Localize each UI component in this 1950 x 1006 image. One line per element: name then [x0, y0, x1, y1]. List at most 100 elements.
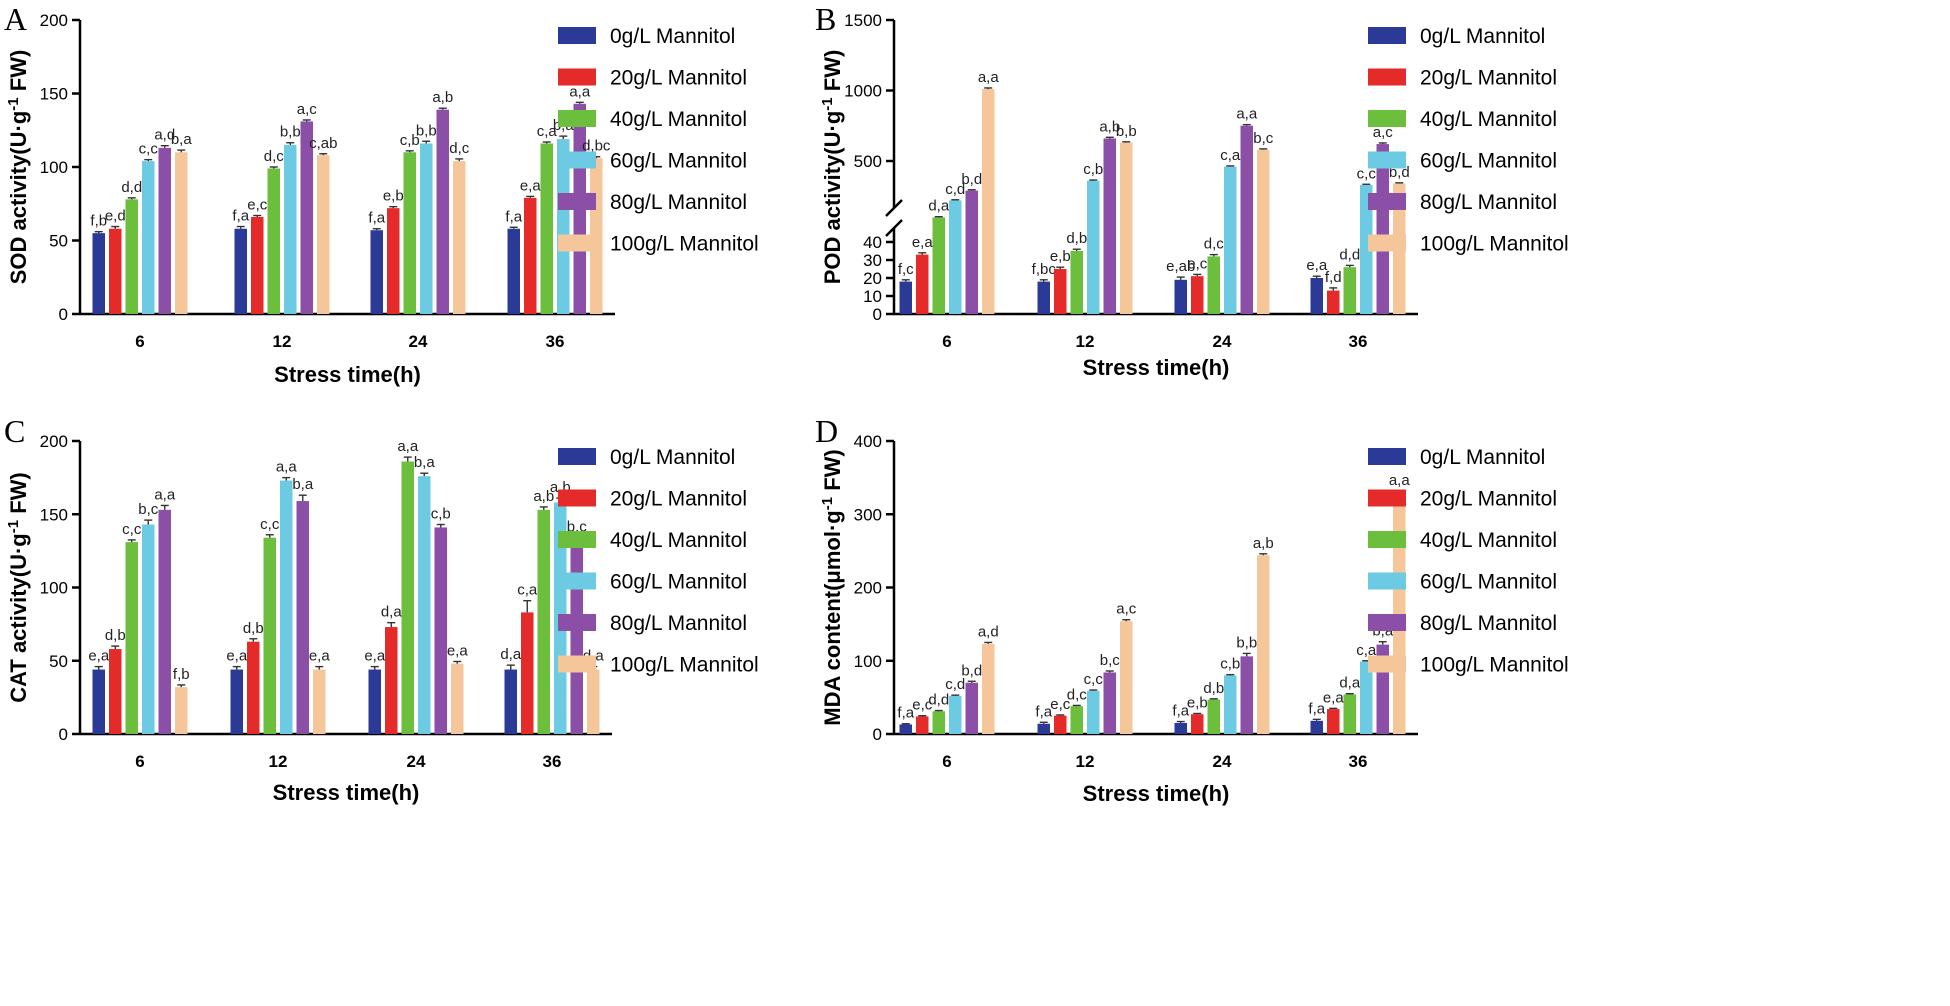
legend-entry: 20g/L Mannitol: [1420, 488, 1557, 511]
x-axis-title: Stress time(h): [1083, 355, 1230, 380]
legend-swatch: [558, 68, 596, 86]
bar-40g-l-mannitol-12: [263, 537, 276, 734]
bar-40g-l-mannitol-24: [403, 152, 416, 314]
bar-80g-l-mannitol-12: [296, 501, 309, 734]
chart-panel-c: C 0 50 100 150 200 e,a e,a e,a d,a d,b d,b d,a c,a c,c…: [4, 413, 759, 805]
x-tick-label: 36: [543, 752, 562, 771]
significance-label: e,d: [105, 208, 126, 225]
y-tick-label: 400: [854, 432, 882, 451]
significance-label: e,b: [1050, 248, 1071, 265]
significance-label: e,a: [364, 648, 386, 665]
legend-entry: 20g/L Mannitol: [610, 67, 747, 90]
significance-label: a,d: [978, 623, 999, 640]
significance-label: b,a: [171, 131, 193, 148]
significance-label: c,b: [1220, 656, 1240, 673]
bar-20g-l-mannitol-12: [1054, 715, 1067, 734]
legend-swatch: [1368, 572, 1406, 590]
bar-0g-l-mannitol-6: [92, 669, 105, 734]
legend-swatch: [558, 572, 596, 590]
legend-swatch: [1368, 151, 1406, 169]
bar-100g-l-mannitol-24: [1257, 149, 1270, 314]
bar-80g-l-mannitol-12: [1103, 138, 1116, 314]
y-tick-label: 0: [873, 305, 882, 324]
y-axis-title-unit: FW): [820, 50, 845, 98]
y-tick-label: 1000: [844, 82, 882, 101]
y-tick-label: 200: [854, 579, 882, 598]
bar-20g-l-mannitol-24: [1191, 276, 1204, 314]
bar-60g-l-mannitol-24: [418, 476, 431, 734]
x-axis-title: Stress time(h): [1083, 781, 1230, 806]
x-axis-title: Stress time(h): [274, 362, 421, 387]
chart-panel-a: A 0 50 100 150 200 f,b f,a f,a f,a e,d e,c e,b e,a d,d…: [4, 1, 759, 387]
legend-swatch: [1368, 27, 1406, 44]
legend-entry: 100g/L Mannitol: [610, 233, 759, 256]
significance-label: b,d: [961, 171, 982, 188]
significance-label: c,ab: [309, 135, 337, 152]
bar-0g-l-mannitol-24: [370, 230, 383, 314]
y-tick-label: 100: [40, 579, 68, 598]
significance-label: b,c: [1100, 652, 1121, 669]
bar-60g-l-mannitol-12: [1087, 690, 1100, 734]
bar-60g-l-mannitol-36: [557, 139, 570, 314]
x-tick-label: 12: [273, 332, 292, 351]
x-tick-label: 6: [135, 332, 144, 351]
significance-label: d,b: [1066, 230, 1087, 247]
y-tick-label: 20: [863, 269, 882, 288]
y-tick-label: 0: [873, 725, 882, 744]
significance-label: e,a: [1306, 257, 1328, 274]
bar-0g-l-mannitol-12: [1037, 281, 1050, 314]
x-tick-label: 12: [1076, 752, 1095, 771]
bar-20g-l-mannitol-36: [521, 612, 534, 734]
bar-0g-l-mannitol-36: [507, 228, 520, 314]
legend-entry: 60g/L Mannitol: [610, 571, 747, 594]
legend-swatch: [558, 193, 596, 210]
bar-20g-l-mannitol-6: [109, 228, 122, 314]
significance-label: c,a: [1356, 642, 1377, 659]
bar-40g-l-mannitol-36: [537, 509, 550, 734]
x-tick-label: 12: [269, 752, 288, 771]
y-axis-title: MDA content(μmol·g-1 FW): [819, 449, 845, 726]
legend-entry: 100g/L Mannitol: [1420, 654, 1569, 677]
legend-swatch: [558, 531, 596, 548]
bar-80g-l-mannitol-6: [158, 147, 171, 314]
panel-letter: D: [815, 413, 838, 449]
bar-20g-l-mannitol-24: [385, 627, 398, 734]
significance-label: f,d: [1325, 269, 1342, 286]
legend-entry: 60g/L Mannitol: [1420, 571, 1557, 594]
y-tick-label: 50: [49, 232, 68, 251]
significance-label: c,a: [537, 123, 558, 140]
legend-swatch: [558, 151, 596, 169]
x-tick-label: 36: [546, 332, 565, 351]
significance-label: a,b: [1253, 535, 1274, 552]
bar-80g-l-mannitol-24: [436, 109, 449, 314]
significance-label: a,a: [1389, 472, 1411, 489]
x-tick-label: 6: [942, 332, 951, 351]
panel-letter: C: [4, 413, 25, 449]
significance-label: e,a: [912, 234, 934, 251]
y-tick-label: 150: [40, 85, 68, 104]
significance-label: d,d: [928, 692, 949, 709]
significance-label: a,a: [397, 438, 419, 455]
bar-80g-l-mannitol-24: [1240, 125, 1253, 314]
legend: 0g/L Mannitol 20g/L Mannitol 40g/L Mannito…: [558, 446, 759, 677]
y-tick-label: 0: [59, 305, 68, 324]
significance-label: e,c: [247, 197, 268, 214]
legend-entry: 20g/L Mannitol: [610, 488, 747, 511]
significance-label: d,a: [1339, 675, 1361, 692]
bar-20g-l-mannitol-6: [109, 649, 122, 734]
significance-label: f,b: [90, 213, 107, 230]
y-axis-title-main: CAT activity(U·g: [6, 533, 31, 703]
legend-swatch: [558, 614, 596, 631]
bar-40g-l-mannitol-6: [932, 711, 945, 734]
y-axis-title-superscript: -1: [5, 520, 22, 533]
significance-label: d,b: [105, 627, 126, 644]
significance-label: f,a: [1308, 700, 1325, 717]
significance-label: a,a: [978, 69, 1000, 86]
significance-label: a,d: [154, 127, 175, 144]
significance-label: d,a: [381, 604, 403, 621]
y-tick-label: 50: [49, 652, 68, 671]
bar-0g-l-mannitol-24: [368, 669, 381, 734]
significance-label: f,a: [232, 208, 249, 225]
significance-label: b,d: [961, 662, 982, 679]
